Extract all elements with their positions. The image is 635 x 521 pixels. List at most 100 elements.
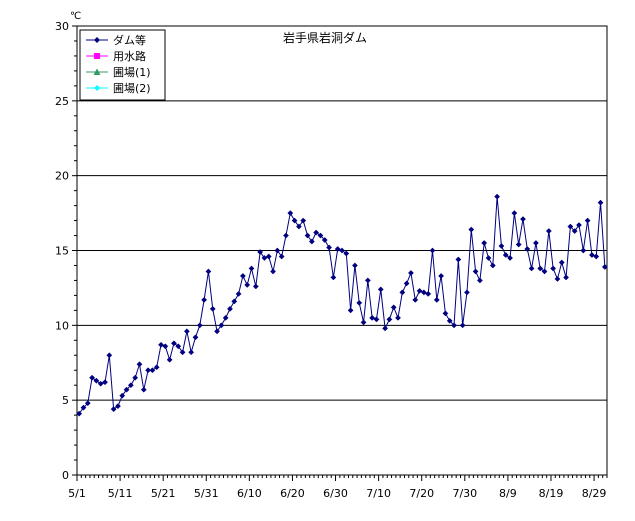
data-point: [308, 238, 315, 245]
chart-title: 岩手県岩洞ダム: [283, 30, 367, 45]
data-point: [222, 314, 229, 321]
data-point: [580, 247, 587, 254]
data-point: [145, 367, 152, 374]
data-point: [446, 317, 453, 324]
data-point: [123, 386, 130, 393]
data-point: [334, 246, 341, 252]
data-point: [494, 193, 501, 200]
x-tick-label: 8/9: [499, 487, 517, 500]
data-point: [257, 249, 264, 255]
data-point: [244, 281, 251, 288]
x-tick-label: 8/29: [582, 487, 607, 500]
x-tick-label: 5/21: [151, 487, 176, 500]
data-point: [511, 210, 518, 217]
data-point: [507, 255, 514, 261]
data-point: [373, 316, 380, 323]
data-point: [472, 268, 479, 275]
data-point: [196, 322, 203, 329]
data-point: [127, 382, 134, 389]
data-point: [545, 228, 552, 234]
data-point: [114, 403, 121, 410]
data-point: [515, 241, 522, 248]
data-point: [532, 240, 539, 246]
data-point: [558, 259, 565, 266]
data-point: [567, 223, 574, 230]
data-point: [291, 217, 298, 224]
data-point: [132, 374, 139, 381]
data-point: [274, 247, 281, 254]
data-point: [407, 269, 414, 276]
data-point: [386, 316, 393, 323]
legend-marker: [94, 85, 100, 91]
data-point: [369, 314, 376, 321]
data-point: [158, 341, 164, 348]
x-tick-label: 6/10: [237, 487, 262, 500]
data-point: [451, 322, 457, 329]
data-point: [481, 240, 488, 246]
x-tick-label: 6/30: [323, 487, 348, 500]
legend-marker: [94, 53, 100, 59]
data-point: [248, 265, 255, 272]
legend-label: 用水路: [113, 50, 146, 63]
data-point: [179, 349, 186, 356]
data-point: [80, 404, 87, 411]
x-tick-label: 6/20: [280, 487, 305, 500]
data-point: [227, 305, 233, 312]
data-point: [476, 277, 483, 284]
data-point: [576, 222, 582, 229]
data-point: [93, 377, 100, 384]
data-point: [571, 228, 578, 234]
data-point: [304, 232, 311, 239]
data-point: [498, 243, 505, 249]
data-point: [300, 217, 307, 224]
data-point: [214, 328, 220, 335]
data-point: [295, 223, 302, 230]
gridlines: [76, 25, 608, 476]
data-point: [468, 226, 475, 233]
data-point: [438, 272, 445, 279]
data-point: [201, 296, 208, 303]
data-point: [239, 272, 246, 279]
data-point: [283, 232, 289, 239]
data-point: [136, 361, 143, 368]
data-point: [584, 217, 591, 224]
data-point: [149, 367, 156, 374]
data-point: [399, 289, 406, 296]
data-point: [364, 277, 371, 284]
data-point: [520, 216, 526, 223]
y-tick-label: 5: [62, 394, 69, 407]
data-point: [528, 265, 535, 272]
x-tick-label: 5/1: [68, 487, 86, 500]
legend-label: 圃場(1): [113, 66, 151, 79]
data-point: [261, 255, 268, 261]
data-point: [455, 256, 462, 263]
data-point: [360, 319, 367, 326]
data-point: [524, 246, 531, 252]
data-point: [395, 314, 401, 321]
data-point: [377, 286, 384, 293]
data-point: [265, 253, 272, 260]
data-point: [188, 349, 195, 356]
data-point: [106, 352, 113, 359]
y-tick-label: 30: [55, 20, 69, 33]
data-point: [84, 400, 91, 407]
data-point: [183, 328, 190, 335]
data-point: [412, 296, 419, 303]
data-point: [110, 406, 117, 413]
data-point: [231, 298, 238, 305]
y-axis-unit-label: ℃: [70, 11, 81, 22]
y-tick-label: 20: [55, 170, 69, 183]
data-point: [313, 229, 320, 236]
x-tick-label: 7/20: [409, 487, 434, 500]
data-point: [601, 264, 608, 270]
data-point: [119, 392, 126, 399]
data-point: [459, 322, 466, 329]
data-point: [347, 307, 354, 314]
data-point: [205, 268, 212, 275]
data-point: [550, 265, 557, 272]
data-point: [442, 310, 449, 317]
legend-label: 圃場(2): [113, 82, 151, 95]
data-point: [382, 325, 389, 332]
